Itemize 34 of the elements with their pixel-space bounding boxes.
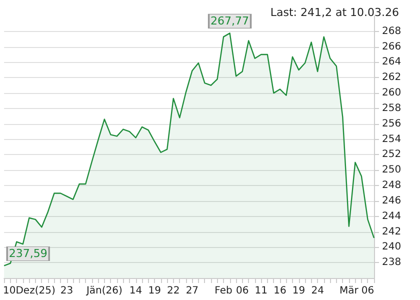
x-tick-label: 23	[60, 286, 74, 296]
x-tick-label: Feb	[214, 286, 232, 296]
y-tick-label: 264	[382, 56, 402, 68]
y-tick-label: 254	[382, 134, 402, 145]
y-tick-label: 248	[382, 180, 402, 192]
y-tick-label: 260	[382, 88, 402, 99]
y-tick-label: 268	[382, 26, 402, 37]
x-tick-label: 24	[311, 286, 324, 296]
y-tick-label: 244	[382, 210, 402, 222]
x-tick-label: 27	[186, 286, 199, 296]
x-tick-label: 06	[236, 286, 249, 296]
y-tick-label: 262	[382, 72, 402, 84]
annotation: 267,77	[210, 14, 250, 28]
y-tick-label: 238	[382, 257, 402, 268]
y-tick-label: 256	[382, 118, 402, 130]
y-tick-label: 242	[382, 226, 402, 238]
x-tick-label: 22	[167, 286, 180, 296]
y-tick-label: 250	[382, 164, 402, 176]
x-tick-label: 10Dez(25)	[2, 286, 56, 296]
x-tick-label: 16	[274, 286, 286, 296]
y-tick-label: 258	[382, 102, 402, 114]
x-tick-label: 19	[292, 286, 306, 296]
x-tick-label: Jän(26)	[85, 286, 122, 296]
y-tick-label: 246	[382, 195, 402, 206]
x-tick-label: 14	[129, 286, 142, 296]
x-tick-label: Mär	[339, 286, 360, 296]
y-tick-label: 240	[382, 242, 402, 253]
x-tick-label: 19	[148, 286, 161, 296]
x-tick-label: 11	[254, 286, 268, 296]
y-tick-label: 266	[382, 41, 402, 52]
annotation: 237,59	[8, 247, 48, 260]
x-tick-label: 06	[361, 286, 374, 296]
y-tick-label: 252	[382, 149, 402, 160]
annotation: Last: 241,2 at 10.03.26	[270, 6, 400, 19]
